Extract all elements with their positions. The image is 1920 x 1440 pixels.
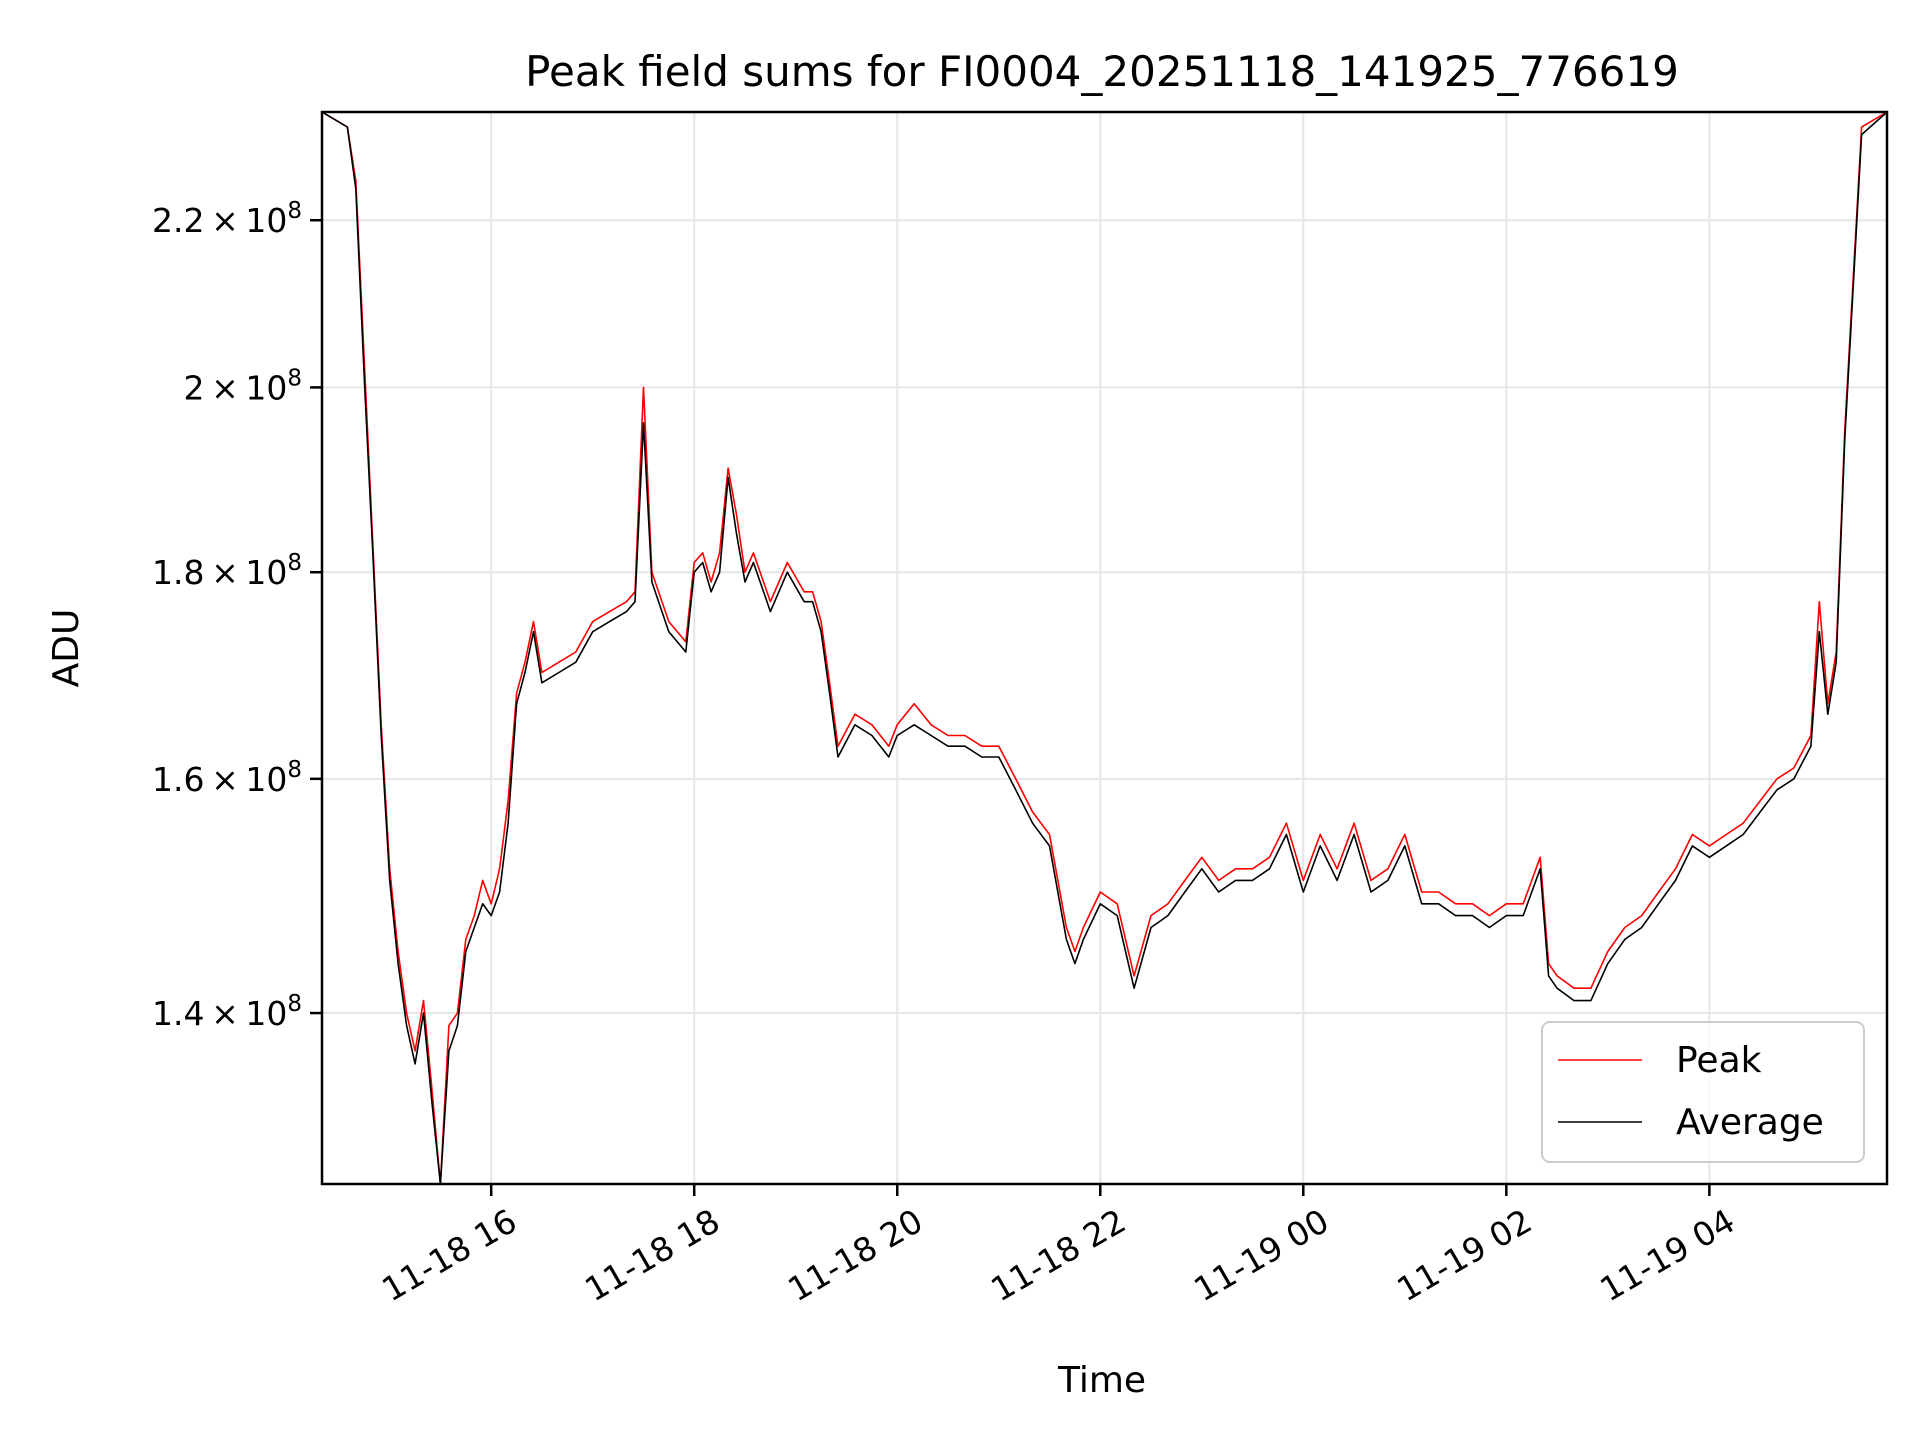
series-line-average: [322, 112, 1887, 1184]
series-line-peak: [322, 112, 1887, 1184]
y-axis: 1.4 × 108 1.6 × 108 1.8 × 108 2 × 108 2.2 × …: [152, 198, 322, 1033]
y-tick-label: 1.6 × 108: [152, 757, 302, 799]
y-axis-label: ADU: [46, 609, 87, 688]
legend-label-average: Average: [1676, 1102, 1824, 1143]
y-tick-label: 2 × 108: [184, 365, 302, 407]
y-tick-label: 1.4 × 108: [152, 991, 302, 1033]
grid-lines: [322, 112, 1887, 1184]
y-tick-label: 1.8 × 108: [152, 550, 302, 592]
y-tick-label: 2.2 × 108: [152, 198, 302, 240]
plot-frame: [320, 110, 1889, 1186]
legend: Peak Average: [1541, 1021, 1865, 1163]
legend-label-peak: Peak: [1676, 1040, 1762, 1081]
chart-title: Peak field sums for FI0004_20251118_1419…: [525, 47, 1679, 96]
series-layer: [322, 112, 1887, 1184]
legend-box: [1541, 1021, 1865, 1163]
x-axis-label: Time: [1057, 1360, 1146, 1401]
